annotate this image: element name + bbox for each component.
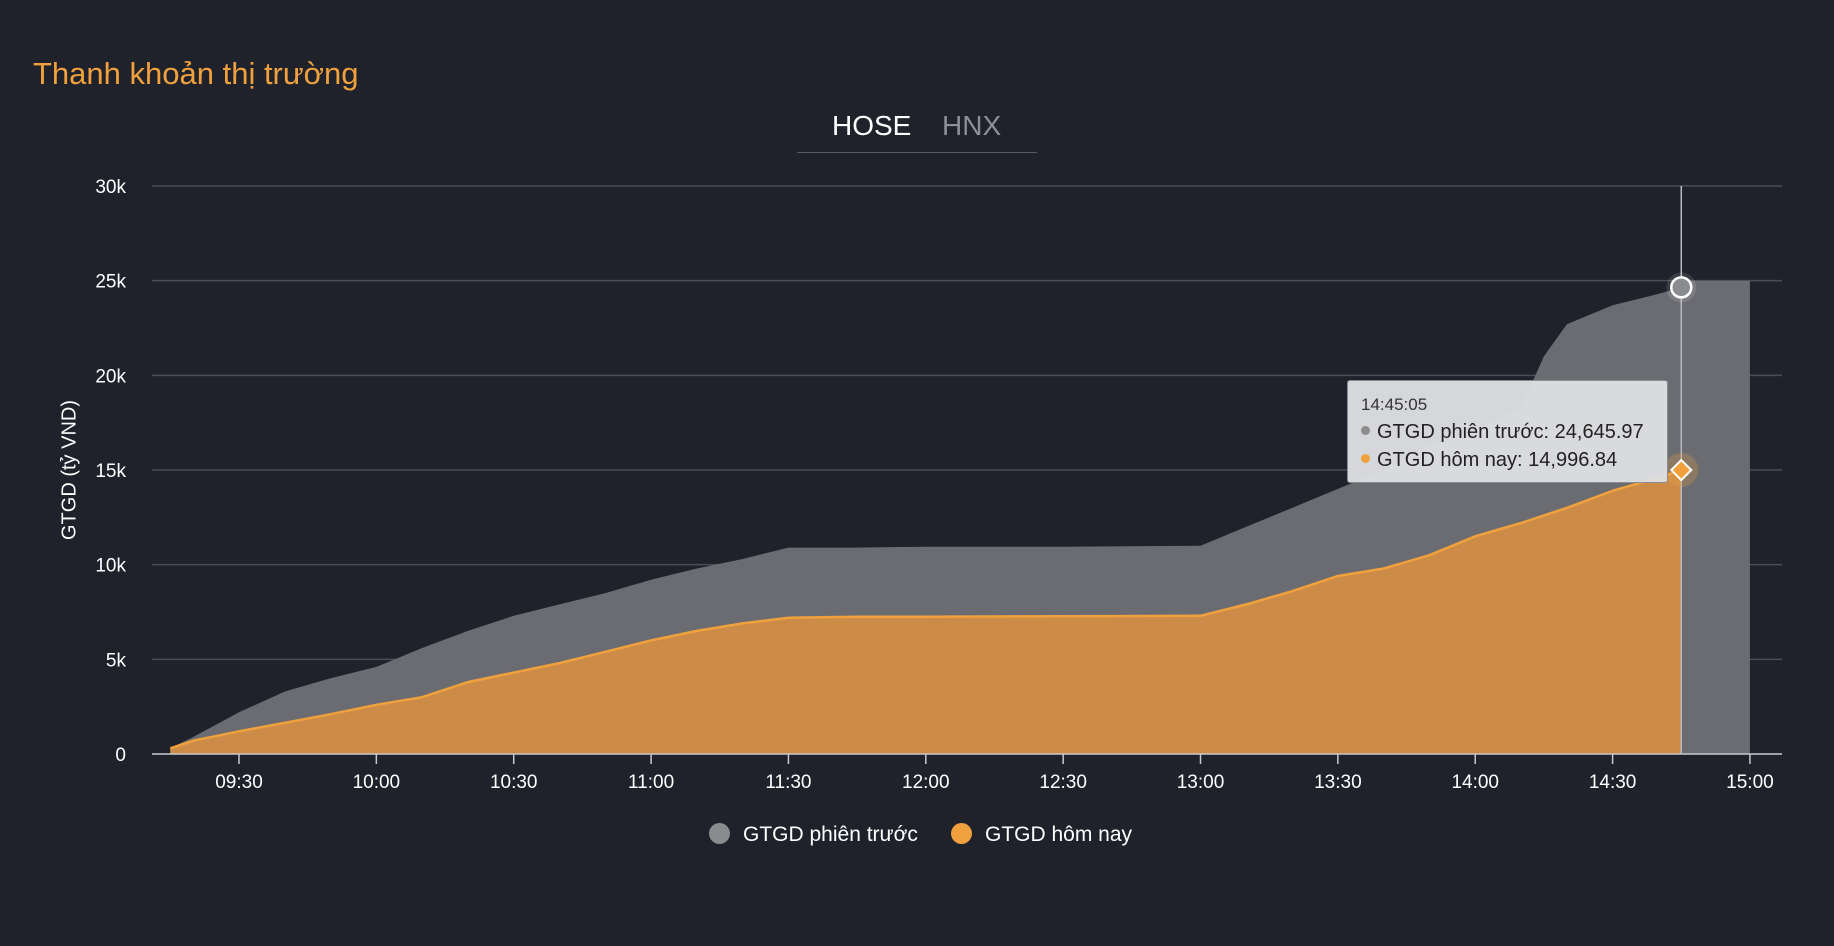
marker-previous <box>1670 276 1693 299</box>
chart-legend: GTGD phiên trước GTGD hôm nay <box>0 822 1834 853</box>
x-tick-label: 11:30 <box>765 772 811 793</box>
legend-previous-label: GTGD phiên trước <box>743 823 918 846</box>
legend-today-dot-icon <box>951 822 972 844</box>
y-axis-label: GTGD (tỷ VND) <box>58 400 81 540</box>
x-tick-label: 15:00 <box>1726 772 1774 793</box>
y-tick-label: 5k <box>106 650 127 671</box>
x-tick-label: 14:30 <box>1589 772 1637 793</box>
legend-item-previous[interactable]: GTGD phiên trước <box>709 822 918 847</box>
tooltip-row-today: GTGD hôm nay: 14,996.84 <box>1361 449 1667 472</box>
tooltip-today-value: GTGD hôm nay: 14,996.84 <box>1377 449 1618 471</box>
tooltip-previous-value: GTGD phiên trước: 24,645.97 <box>1377 421 1644 443</box>
x-tick-label: 10:30 <box>490 772 538 793</box>
tooltip-row-previous: GTGD phiên trước: 24,645.97 <box>1361 421 1667 444</box>
chart-tooltip: 14:45:05 GTGD phiên trước: 24,645.97 GTG… <box>1347 380 1668 483</box>
marker-today <box>1669 458 1693 482</box>
tooltip-previous-dot-icon <box>1361 426 1370 436</box>
x-tick-label: 10:00 <box>353 772 401 793</box>
y-tick-label: 30k <box>95 177 126 198</box>
x-tick-label: 11:00 <box>628 772 674 793</box>
y-tick-label: 25k <box>95 272 126 293</box>
tab-hose[interactable]: HOSE <box>832 110 912 141</box>
exchange-tabs: HOSE HNX <box>797 104 1037 153</box>
y-tick-label: 0 <box>115 745 126 766</box>
x-tick-label: 12:00 <box>902 772 950 793</box>
tooltip-today-dot-icon <box>1361 454 1370 464</box>
y-tick-label: 15k <box>95 461 126 482</box>
x-tick-label: 09:30 <box>215 772 263 793</box>
x-tick-label: 12:30 <box>1039 772 1087 793</box>
x-tick-label: 14:00 <box>1451 772 1499 793</box>
legend-today-label: GTGD hôm nay <box>985 823 1133 846</box>
x-tick-label: 13:30 <box>1314 772 1362 793</box>
x-tick-label: 13:00 <box>1177 772 1225 793</box>
tab-hnx[interactable]: HNX <box>942 110 1002 141</box>
tooltip-time: 14:45:05 <box>1361 395 1428 414</box>
y-tick-label: 10k <box>95 556 126 577</box>
series-today-line <box>169 468 1682 750</box>
panel-title: Thanh khoản thị trường <box>33 56 359 91</box>
legend-previous-dot-icon <box>709 822 730 844</box>
y-tick-label: 20k <box>95 366 126 387</box>
series-today-area <box>170 470 1682 754</box>
legend-item-today[interactable]: GTGD hôm nay <box>951 822 1133 847</box>
